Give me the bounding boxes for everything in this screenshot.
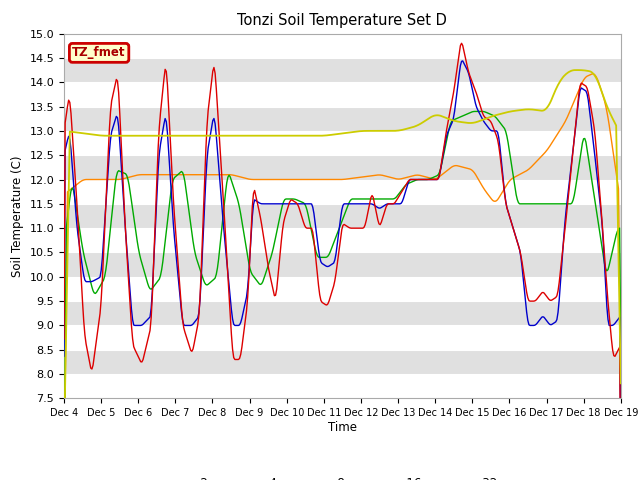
Bar bbox=[64, 155, 621, 180]
X-axis label: Time: Time bbox=[328, 421, 357, 434]
Title: Tonzi Soil Temperature Set D: Tonzi Soil Temperature Set D bbox=[237, 13, 447, 28]
Bar bbox=[64, 252, 621, 277]
Bar bbox=[64, 34, 621, 58]
Bar bbox=[64, 58, 621, 82]
Bar bbox=[64, 228, 621, 252]
Bar bbox=[64, 325, 621, 350]
Text: TZ_fmet: TZ_fmet bbox=[72, 47, 126, 60]
Bar bbox=[64, 82, 621, 107]
Bar bbox=[64, 277, 621, 301]
Y-axis label: Soil Temperature (C): Soil Temperature (C) bbox=[11, 155, 24, 277]
Bar bbox=[64, 350, 621, 374]
Bar bbox=[64, 180, 621, 204]
Bar bbox=[64, 204, 621, 228]
Bar bbox=[64, 374, 621, 398]
Legend: -2cm, -4cm, -8cm, -16cm, -32cm: -2cm, -4cm, -8cm, -16cm, -32cm bbox=[164, 472, 520, 480]
Bar bbox=[64, 107, 621, 131]
Bar bbox=[64, 301, 621, 325]
Bar bbox=[64, 131, 621, 155]
